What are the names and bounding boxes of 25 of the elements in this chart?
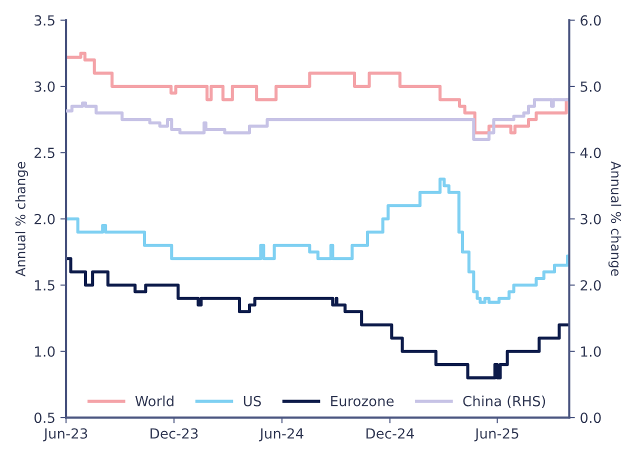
legend-label: China (RHS) bbox=[463, 396, 546, 408]
y2-tick-label: 0.0 bbox=[580, 412, 601, 424]
legend-label: World bbox=[135, 396, 174, 406]
y2-tick-label: 1.0 bbox=[581, 346, 601, 357]
y-tick-label: 1.5 bbox=[35, 280, 54, 291]
x-tick-label: Jun-23 bbox=[43, 428, 88, 442]
legend-label: Eurozone bbox=[331, 396, 394, 406]
y-tick-label: 2.5 bbox=[34, 148, 54, 158]
y2-tick-label: 6.0 bbox=[580, 15, 601, 26]
y-tick-label: 3.0 bbox=[34, 81, 55, 92]
y-tick-label: 3.5 bbox=[34, 15, 54, 26]
y2-tick-label: 4.0 bbox=[580, 148, 601, 158]
y-tick-label: 0.5 bbox=[34, 412, 54, 424]
x-tick-label: Jun-25 bbox=[474, 428, 518, 442]
legend-label: US bbox=[244, 396, 261, 406]
y-tick-label: 1.0 bbox=[35, 346, 55, 357]
x-tick-label: Dec-24 bbox=[366, 428, 414, 439]
y2-tick-label: 5.0 bbox=[580, 81, 601, 92]
y2-tick-label: 3.0 bbox=[580, 214, 601, 224]
y2-axis-title: Annual % change bbox=[608, 161, 622, 276]
x-tick-label: Jun-24 bbox=[259, 428, 304, 442]
y2-tick-label: 2.0 bbox=[580, 280, 601, 291]
y-tick-label: 2.0 bbox=[34, 214, 55, 224]
y-axis-title: Annual % change bbox=[15, 162, 28, 276]
x-tick-label: Dec-23 bbox=[150, 428, 198, 439]
